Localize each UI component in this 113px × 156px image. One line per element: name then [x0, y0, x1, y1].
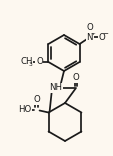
Text: HO: HO [18, 105, 31, 114]
Text: −: − [101, 31, 107, 37]
Text: NH: NH [49, 83, 62, 93]
Text: O: O [85, 24, 92, 32]
Text: O: O [36, 58, 42, 66]
Text: 3: 3 [29, 62, 33, 67]
Text: N: N [86, 32, 92, 41]
Text: O: O [72, 73, 79, 83]
Text: +: + [90, 31, 94, 36]
Text: CH: CH [20, 58, 32, 66]
Text: O: O [33, 95, 40, 104]
Text: O: O [97, 32, 104, 41]
